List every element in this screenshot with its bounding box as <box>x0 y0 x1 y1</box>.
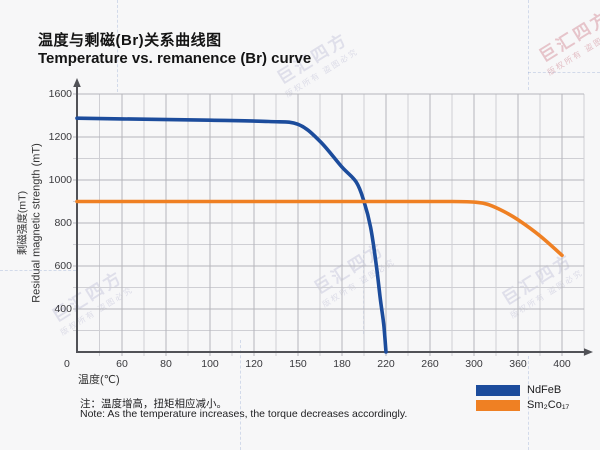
note-zh: 注：温度增高，扭矩相应减小。 <box>80 398 227 410</box>
x-tick-label: 120 <box>245 358 263 370</box>
x-tick-label: 0 <box>64 358 70 370</box>
legend-label-ndfeb: NdFeB <box>527 384 562 396</box>
x-tick-label: 150 <box>289 358 307 370</box>
grid-major <box>73 93 584 356</box>
x-tick-label: 80 <box>160 358 172 370</box>
x-tick-label: 400 <box>553 358 571 370</box>
y-tick-label: 1600 <box>48 88 72 100</box>
grid-minor <box>73 94 585 356</box>
y-tick-label: 800 <box>54 217 72 229</box>
x-tick-label: 300 <box>465 358 483 370</box>
legend-swatch-ndfeb <box>476 384 520 396</box>
y-tick-label: 600 <box>54 260 72 272</box>
x-tick-label: 100 <box>201 358 219 370</box>
y-tick-label: 400 <box>54 303 72 315</box>
x-tick-label: 60 <box>116 358 128 370</box>
curve-sm2co17 <box>75 199 564 258</box>
x-tick-label: 360 <box>509 358 527 370</box>
y-tick-label: 1000 <box>48 174 72 186</box>
chart-title-zh: 温度与剩磁(Br)关系曲线图 <box>38 32 222 49</box>
legend: NdFeB Sm₂Co₁₇ <box>476 383 569 413</box>
x-axis-title: 温度(℃) <box>78 374 120 386</box>
note-en: Note: As the temperature increases, the … <box>80 408 408 420</box>
chart-title-en: Temperature vs. remanence (Br) curve <box>38 50 312 67</box>
x-tick-label: 180 <box>333 358 351 370</box>
y-tick-label: 1200 <box>48 131 72 143</box>
legend-label-sm2co17: Sm₂Co₁₇ <box>527 399 570 411</box>
x-tick-label: 220 <box>377 358 395 370</box>
x-tick-label: 260 <box>421 358 439 370</box>
axes <box>73 78 593 356</box>
legend-item-ndfeb: NdFeB <box>476 383 569 397</box>
legend-item-sm2co17: Sm₂Co₁₇ <box>476 398 569 412</box>
curve-ndfeb <box>75 116 388 354</box>
legend-swatch-sm2co17 <box>476 399 520 411</box>
